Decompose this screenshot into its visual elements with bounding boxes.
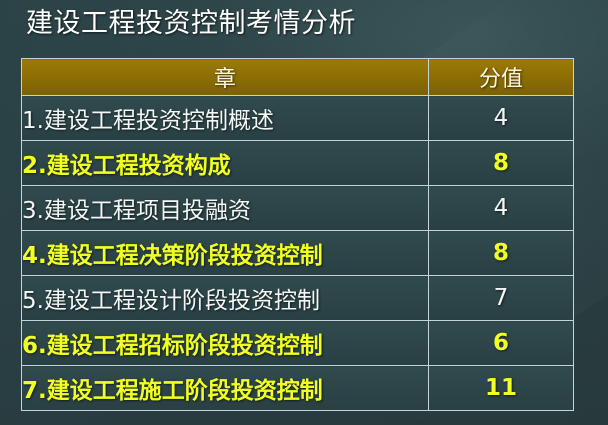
score-cell: 8 xyxy=(428,140,574,186)
score-cell: 8 xyxy=(428,230,574,276)
table-row: 7.建设工程施工阶段投资控制 11 xyxy=(21,365,574,411)
page-title: 建设工程投资控制考情分析 xyxy=(26,8,356,39)
chapter-cell: 7.建设工程施工阶段投资控制 xyxy=(21,365,429,411)
chapter-cell: 2.建设工程投资构成 xyxy=(21,140,429,186)
table-row: 1.建设工程投资控制概述 4 xyxy=(21,95,574,141)
chapter-cell: 3.建设工程项目投融资 xyxy=(21,185,429,231)
column-header-score: 分值 xyxy=(428,58,574,96)
chapter-score-table: 章 分值 1.建设工程投资控制概述 4 2.建设工程投资构成 8 3.建设工程项目投融资… xyxy=(21,58,574,411)
chapter-cell: 4.建设工程决策阶段投资控制 xyxy=(21,230,429,276)
score-cell: 6 xyxy=(428,320,574,366)
table-header-row: 章 分值 xyxy=(21,58,574,96)
chapter-cell: 1.建设工程投资控制概述 xyxy=(21,95,429,141)
table-row: 6.建设工程招标阶段投资控制 6 xyxy=(21,320,574,366)
score-cell: 4 xyxy=(428,185,574,231)
table-row: 3.建设工程项目投融资 4 xyxy=(21,185,574,231)
score-cell: 7 xyxy=(428,275,574,321)
table-row: 2.建设工程投资构成 8 xyxy=(21,140,574,186)
table-header: 章 分值 xyxy=(21,58,574,96)
table-row: 5.建设工程设计阶段投资控制 7 xyxy=(21,275,574,321)
column-header-chapter: 章 xyxy=(21,58,429,96)
chapter-cell: 5.建设工程设计阶段投资控制 xyxy=(21,275,429,321)
chapter-cell: 6.建设工程招标阶段投资控制 xyxy=(21,320,429,366)
table-body: 1.建设工程投资控制概述 4 2.建设工程投资构成 8 3.建设工程项目投融资 4 4.建设… xyxy=(21,95,574,411)
table-row: 4.建设工程决策阶段投资控制 8 xyxy=(21,230,574,276)
score-cell: 4 xyxy=(428,95,574,141)
score-cell: 11 xyxy=(428,365,574,411)
